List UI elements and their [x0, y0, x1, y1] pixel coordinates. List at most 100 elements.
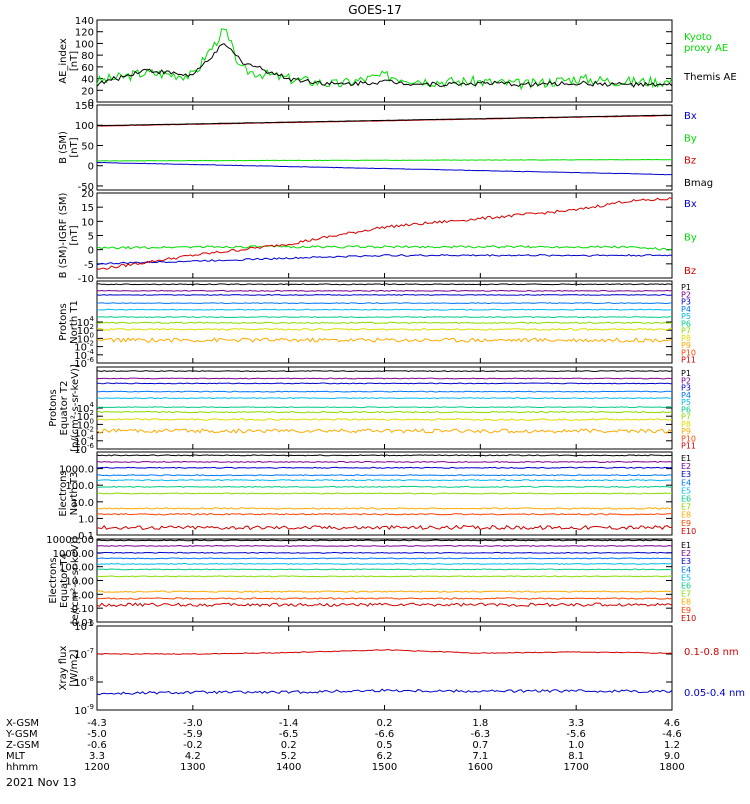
- x-axis-value: -6.3: [471, 729, 491, 740]
- legend-e8: E8: [681, 511, 691, 520]
- y-axis-label: ElectronsEquator T4[e/(cm²-s-sr-keV)]: [48, 537, 81, 625]
- y-tick-label: 100: [75, 39, 94, 50]
- x-axis-value: -4.3: [87, 718, 107, 729]
- y-tick-label: 0.10: [72, 604, 94, 615]
- legend-e1: E1: [681, 454, 691, 463]
- series-line-kyoto-proxy-ae: [96, 28, 673, 91]
- legend-e9: E9: [681, 519, 691, 528]
- y-tick-label: 1000.00: [53, 549, 94, 560]
- x-axis-value: -5.6: [566, 729, 586, 740]
- series-line-e5: [96, 479, 673, 482]
- y-tick-label: 0: [88, 162, 94, 173]
- legend-e5: E5: [681, 486, 691, 495]
- y-tick-label: 100.00: [59, 563, 94, 574]
- y-axis-label-line: Equator T2: [59, 381, 70, 436]
- legend-bz: Bz: [684, 156, 696, 167]
- series-line-p8: [96, 418, 673, 421]
- series-line-0-1-0-8-nm: [97, 649, 673, 655]
- y-tick-label: 100.0: [65, 481, 94, 492]
- date-label: 2021 Nov 13: [6, 776, 76, 789]
- y-tick-label: 20: [81, 86, 94, 97]
- series-line-p2: [96, 289, 673, 292]
- x-axis-value: -0.6: [87, 740, 107, 751]
- x-axis-value: 1.0: [568, 740, 584, 751]
- y-axis-label-line: AE_index: [58, 38, 69, 84]
- y-axis-label-line: Equator T4: [59, 553, 70, 608]
- legend-p1: P1: [681, 283, 691, 292]
- series-line-e9: [96, 597, 673, 600]
- x-axis-value: 6.2: [377, 751, 393, 762]
- x-axis-row-label: X-GSM: [6, 718, 39, 729]
- panel-frame: [96, 104, 673, 191]
- legend-bx: Bx: [684, 111, 697, 122]
- legend-p10: P10: [681, 348, 696, 357]
- y-axis-label-line: [p/(cm²-s-sr-keV)]: [70, 364, 81, 452]
- x-axis-value: -0.2: [183, 740, 203, 751]
- y-tick-exponent: -6: [87, 442, 95, 450]
- y-tick-exponent: -4: [87, 348, 95, 356]
- y-tick-label: 10: [81, 217, 94, 228]
- legend-line: proxy AE: [684, 43, 728, 54]
- y-axis-label-line: Xray flux: [58, 646, 69, 691]
- y-tick-label: 140: [75, 16, 94, 27]
- legend-p4: P4: [681, 391, 691, 400]
- y-axis-label-line: North T3: [69, 472, 80, 516]
- series-line-e2: [97, 544, 673, 547]
- legend-kyoto-proxy-ae: Kyoto proxy AE: [684, 32, 728, 54]
- legend-line: Bx: [684, 199, 697, 210]
- y-tick-exponent: -9: [87, 703, 94, 711]
- y-tick-label: 10.00: [65, 577, 94, 588]
- y-tick-label: -5: [84, 260, 94, 271]
- y-tick-label: 10000.00: [46, 535, 94, 546]
- x-axis-row-label: Y-GSM: [5, 729, 38, 740]
- legend-p3: P3: [681, 384, 691, 393]
- x-axis-value: 1400: [276, 762, 301, 773]
- panel-frame: [96, 625, 673, 711]
- plot-title: GOES-17: [348, 3, 402, 17]
- y-axis-label-line: Electrons: [48, 557, 59, 603]
- legend-e6: E6: [681, 582, 691, 591]
- legend-p7: P7: [681, 413, 691, 422]
- legend-p8: P8: [681, 334, 691, 343]
- y-tick-exponent: 4: [90, 401, 95, 409]
- panel-2: -50 0 50 100 150 B (SM)[nT] Bx By Bz Bmag: [58, 101, 713, 193]
- legend-e2: E2: [681, 549, 691, 558]
- legend-e10: E10: [681, 614, 696, 623]
- legend-p9: P9: [681, 427, 691, 436]
- x-axis-value: -5.0: [87, 729, 107, 740]
- legend-p2: P2: [681, 290, 691, 299]
- legend-e3: E3: [681, 470, 691, 479]
- series-line-p9: [96, 337, 673, 343]
- x-axis-value: 4.2: [185, 751, 201, 762]
- series-line-p5: [96, 397, 673, 400]
- y-axis-label: AE_index[nT]: [58, 38, 80, 84]
- series-line-p4: [96, 302, 673, 305]
- series-line-e4: [96, 474, 673, 477]
- series-line-p7: [96, 321, 673, 325]
- series-line-e1: [96, 539, 673, 542]
- legend-p5: P5: [681, 312, 691, 321]
- panel-frame: [96, 280, 673, 364]
- y-tick-exponent: -4: [87, 434, 95, 442]
- y-tick-label: -50: [78, 182, 94, 193]
- legend-bx: Bx: [684, 199, 697, 210]
- series-line-p2: [96, 377, 673, 380]
- series-line-themis-ae: [96, 43, 673, 88]
- series-line-e6: [97, 485, 673, 488]
- series-line-by: [96, 158, 672, 162]
- series-line-p4: [96, 390, 673, 393]
- y-tick-label: 80: [81, 51, 94, 62]
- x-axis-value: 0.2: [377, 718, 393, 729]
- y-axis-label-line: [nT]: [69, 225, 80, 245]
- legend-line: Bz: [684, 266, 696, 277]
- y-axis-label-line: [nT]: [69, 51, 80, 71]
- y-axis-label: B (SM)[nT]: [58, 131, 80, 164]
- x-axis-value: 1800: [659, 762, 684, 773]
- legend-p8: P8: [681, 420, 691, 429]
- y-axis-label-line: Protons: [48, 389, 59, 426]
- x-axis-row-label: MLT: [6, 751, 26, 762]
- y-axis-label: ProtonsNorth T1: [58, 300, 80, 344]
